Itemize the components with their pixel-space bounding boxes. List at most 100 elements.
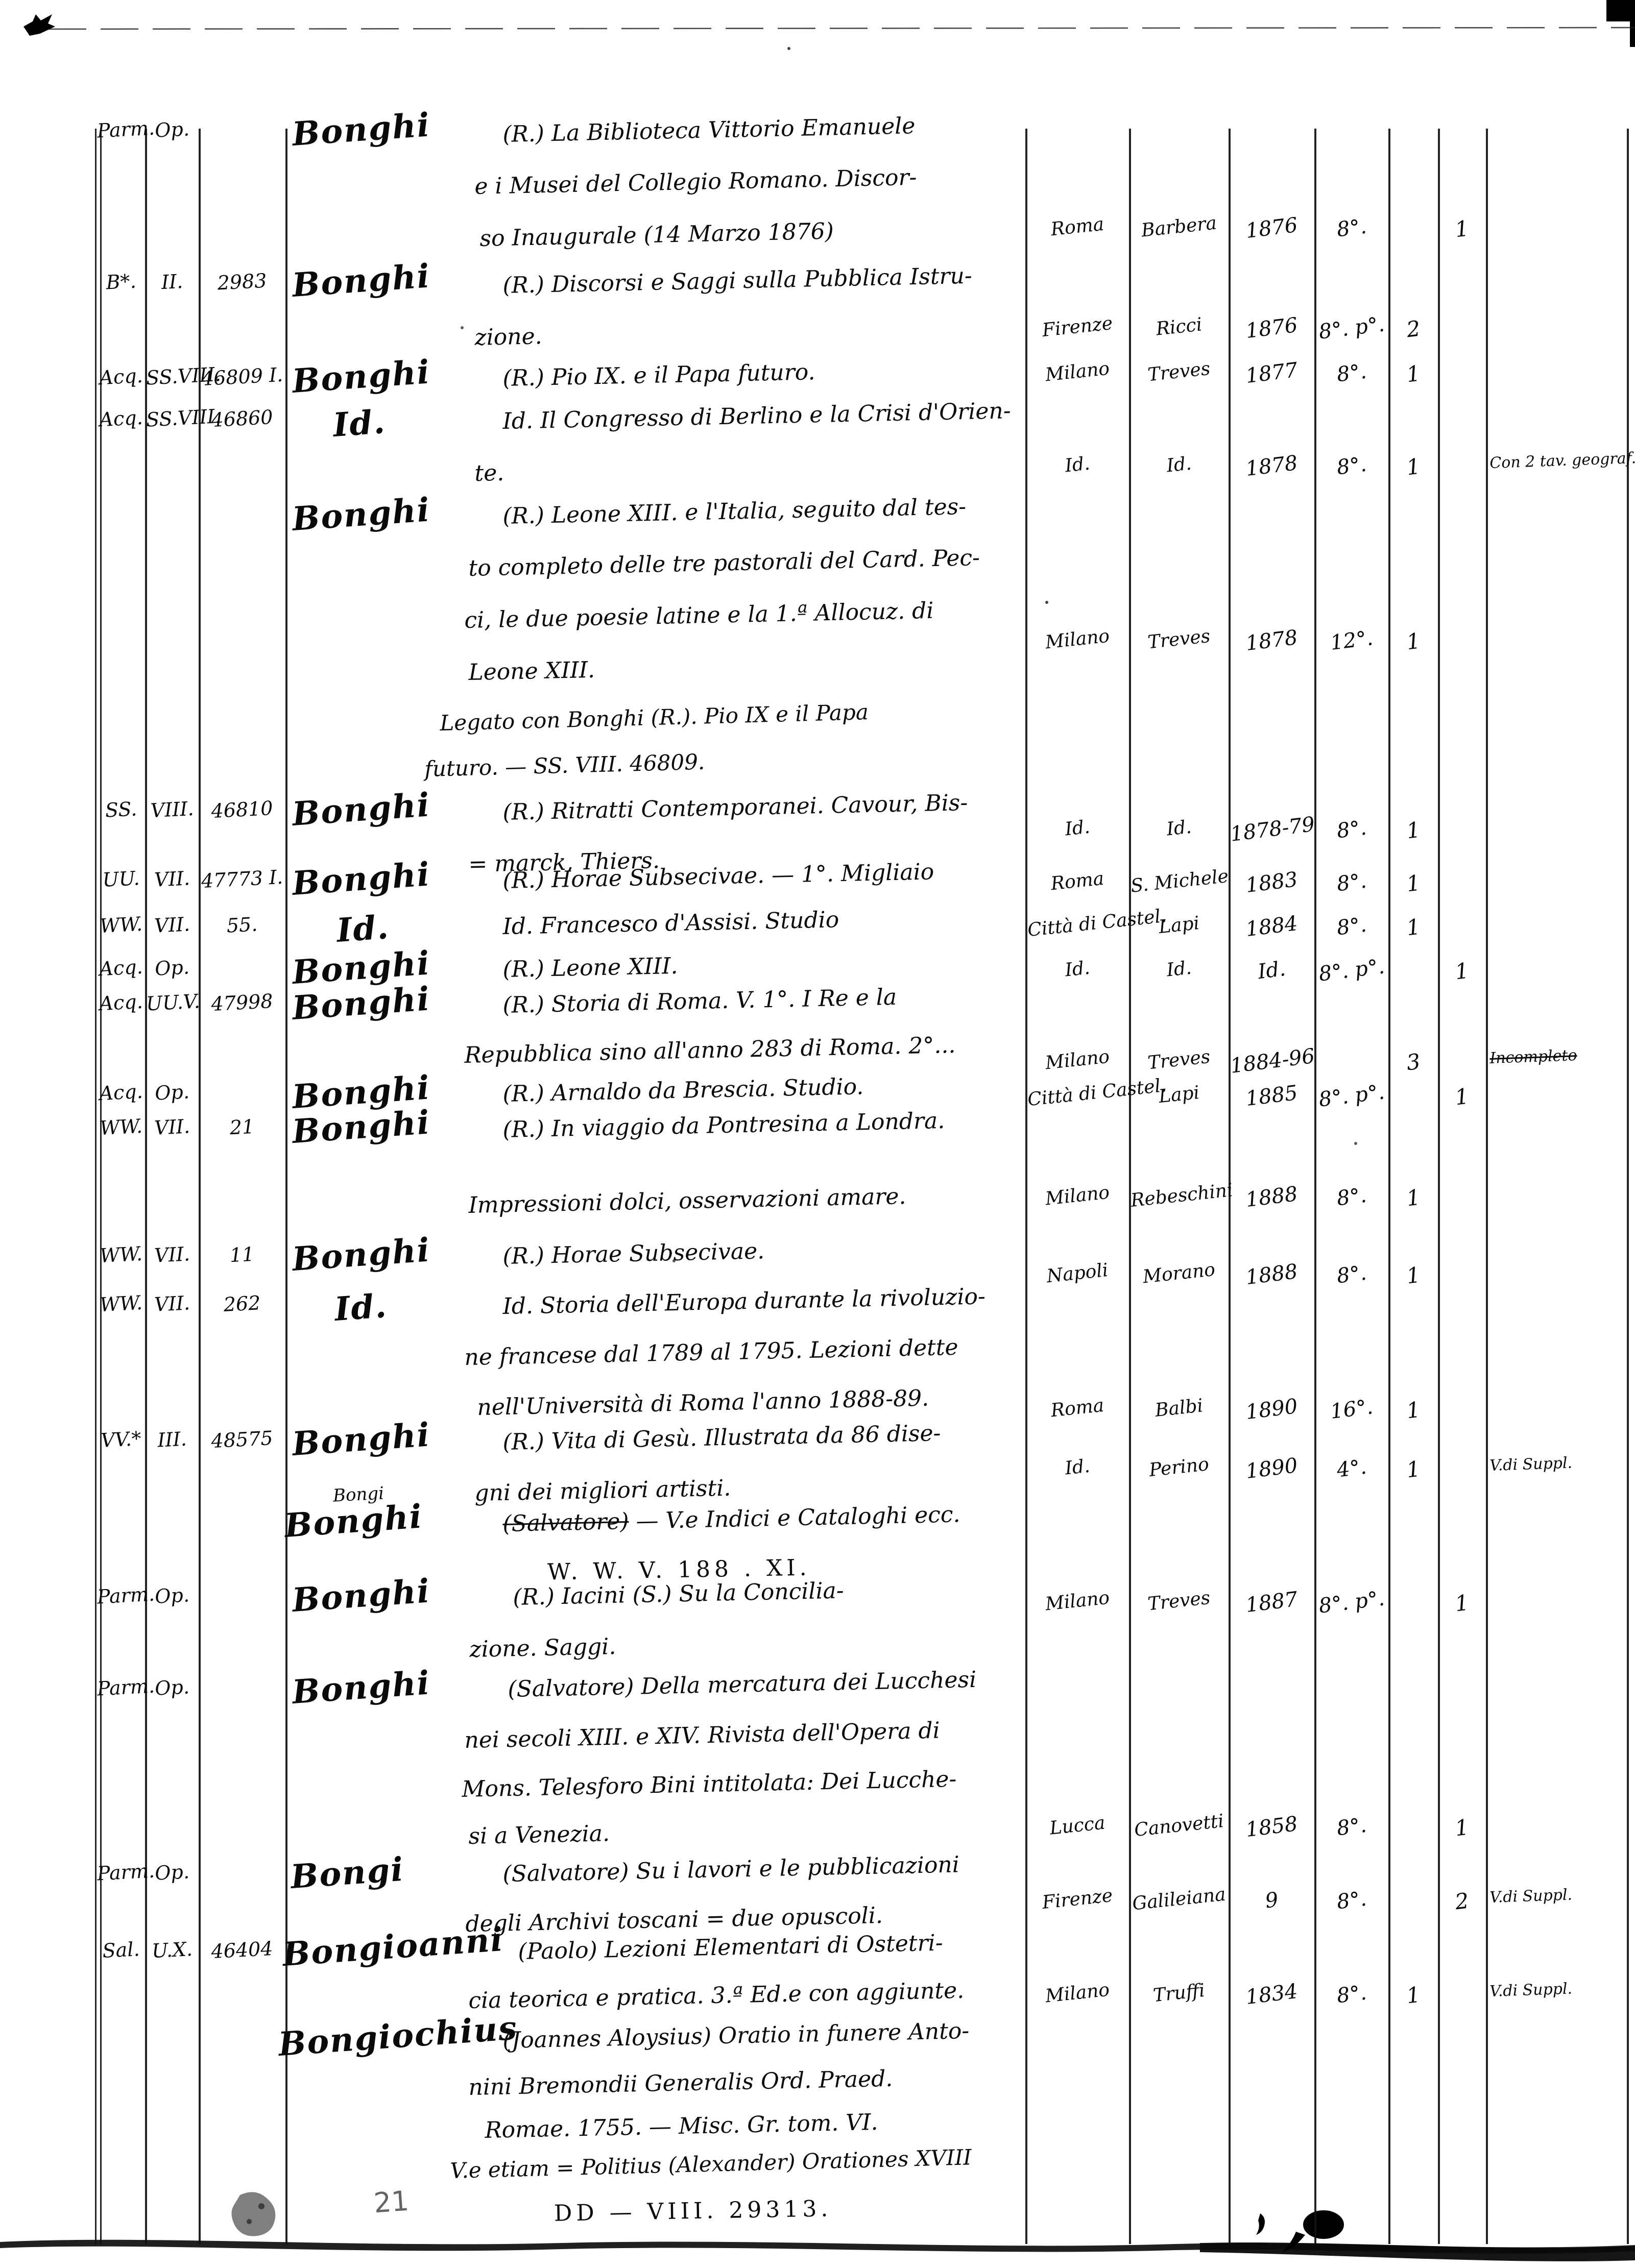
entry-17-shelf-series: Parm. xyxy=(96,1582,155,1608)
entry-20-author: Bongioanni xyxy=(281,1920,505,1974)
entry-6-shelf-section: VIII. xyxy=(150,797,195,822)
entry-16-title-line-1: (Salvatore) — V.e Indici e Cataloghi ecc… xyxy=(502,1501,960,1537)
entry-10-title-line-2: Repubblica sino all'anno 283 di Roma. 2°… xyxy=(464,1032,956,1068)
entry-7-format: 8°. xyxy=(1335,869,1368,896)
entry-12-format: 8°. xyxy=(1335,1183,1368,1211)
entry-17-opuscoli: 1 xyxy=(1453,1590,1471,1617)
entry-7-shelf-number: 47773 I. xyxy=(200,865,284,893)
column-rule xyxy=(1314,129,1316,2244)
entry-4-shelf-series: Acq. xyxy=(99,406,143,431)
entry-18-title-line-3: Mons. Telesforo Bini intitolata: Dei Luc… xyxy=(461,1766,957,1802)
entry-10-year: 1884-96 xyxy=(1229,1044,1316,1078)
entry-10-volumes: 3 xyxy=(1405,1048,1422,1076)
entry-11-shelf-section: Op. xyxy=(154,1080,190,1105)
column-rule xyxy=(1129,129,1131,2244)
entry-4-note: Con 2 tav. geograf. xyxy=(1489,449,1635,472)
entry-2-volumes: 2 xyxy=(1405,315,1422,343)
entry-4-format: 8°. xyxy=(1335,452,1368,480)
entry-5-title-line-2: to completo delle tre pastorali del Card… xyxy=(468,545,980,581)
entry-4-year: 1878 xyxy=(1244,451,1299,481)
entry-3-shelf-series: Acq. xyxy=(99,364,143,389)
entry-20-shelf-number: 46404 xyxy=(210,1937,274,1963)
entry-5-volumes: 1 xyxy=(1405,628,1422,655)
entry-21-reference-line: DD — VIII. 29313. xyxy=(554,2196,832,2227)
entry-14-format: 16°. xyxy=(1329,1395,1375,1424)
entry-10-shelf-section: UU.V. xyxy=(145,990,201,1015)
entry-1-opuscoli: 1 xyxy=(1453,215,1471,242)
entry-14-publisher: Balbi xyxy=(1154,1395,1204,1421)
entry-1-shelf-series: Parm. xyxy=(96,116,155,142)
entry-13-title-line-1: (R.) Horae Subsecivae. xyxy=(502,1238,765,1270)
entry-14-shelf-series: WW. xyxy=(99,1291,143,1316)
entry-18-publisher: Canovetti xyxy=(1133,1810,1225,1841)
entry-6-place: Id. xyxy=(1064,816,1091,840)
entry-1-title-line-1: (R.) La Biblioteca Vittorio Emanuele xyxy=(502,113,916,148)
entry-2-publisher: Ricci xyxy=(1155,314,1204,340)
smudge-dot xyxy=(247,2219,252,2224)
top-left-ink-mark xyxy=(23,14,55,36)
entry-19-year: 9 xyxy=(1264,1888,1280,1913)
entry-14-place: Roma xyxy=(1049,1395,1105,1422)
entry-17-publisher: Treves xyxy=(1146,1587,1212,1615)
entry-14-author: Id. xyxy=(333,1287,389,1329)
entry-5-place: Milano xyxy=(1044,625,1111,653)
entry-11-opuscoli: 1 xyxy=(1453,1083,1471,1110)
entry-15-year: 1890 xyxy=(1244,1453,1299,1484)
scan-corner-tail xyxy=(1630,21,1635,47)
entry-8-shelf-number: 55. xyxy=(226,913,258,937)
entry-15-shelf-section: III. xyxy=(157,1427,187,1452)
column-rule xyxy=(145,129,147,2244)
entry-15-shelf-series: VV.* xyxy=(100,1427,142,1452)
column-rule xyxy=(1388,129,1390,2244)
entry-14-shelf-number: 262 xyxy=(223,1291,261,1316)
entry-13-shelf-number: 11 xyxy=(229,1242,255,1267)
top-hairline xyxy=(48,27,1635,30)
entry-1-format: 8°. xyxy=(1335,214,1368,242)
entry-20-title-line-2: cia teorica e pratica. 3.ª Ed.e con aggi… xyxy=(468,1977,965,2014)
ink-speck xyxy=(1045,601,1048,604)
entry-4-place: Id. xyxy=(1064,453,1091,477)
entry-2-format: 8°. p°. xyxy=(1317,312,1386,344)
entry-11-title-line-1: (R.) Arnaldo da Brescia. Studio. xyxy=(502,1074,864,1107)
entry-1-author: Bonghi xyxy=(291,106,432,154)
entry-17-place: Milano xyxy=(1044,1587,1111,1615)
entry-19-publisher: Galileiana xyxy=(1131,1884,1227,1915)
entry-7-volumes: 1 xyxy=(1405,870,1422,897)
entry-5-title-line-1: (R.) Leone XIII. e l'Italia, seguito dal… xyxy=(502,493,967,529)
entry-17-shelf-section: Op. xyxy=(154,1583,190,1608)
column-rule xyxy=(285,129,287,2244)
entry-10-title-line-1: (R.) Storia di Roma. V. 1°. I Re e la xyxy=(502,984,897,1018)
entry-19-opuscoli: 2 xyxy=(1453,1888,1471,1915)
entry-18-year: 1858 xyxy=(1244,1812,1299,1842)
entry-10-shelf-series: Acq. xyxy=(99,990,143,1015)
entry-1-title-line-2: e i Musei del Collegio Romano. Discor- xyxy=(474,164,917,200)
entry-2-author: Bonghi xyxy=(291,257,432,305)
entry-15-place: Id. xyxy=(1064,1455,1091,1479)
entry-1-title-line-3: so Inaugurale (14 Marzo 1876) xyxy=(479,218,834,252)
entry-13-year: 1888 xyxy=(1244,1259,1299,1290)
entry-15-author: Bonghi xyxy=(291,1416,432,1464)
entry-8-year: 1884 xyxy=(1244,911,1299,942)
entry-5-title-line-4: Leone XIII. xyxy=(468,656,595,686)
entry-8-volumes: 1 xyxy=(1405,914,1422,941)
entry-10-note: Incompleto xyxy=(1489,1046,1578,1067)
entry-15-volumes: 1 xyxy=(1405,1456,1422,1483)
entry-15-title-line-2: gni dei migliori artisti. xyxy=(474,1475,731,1506)
entry-21-title-line-3: Romae. 1755. — Misc. Gr. tom. VI. xyxy=(484,2109,879,2143)
entry-12-shelf-number: 21 xyxy=(229,1115,255,1139)
entry-5-annotation-line-2: futuro. — SS. VIII. 46809. xyxy=(424,749,705,782)
entry-3-year: 1877 xyxy=(1244,358,1299,388)
entry-11-year: 1885 xyxy=(1244,1081,1299,1111)
entry-19-place: Firenze xyxy=(1041,1885,1114,1914)
entry-3-shelf-section: SS.VIII. xyxy=(145,363,222,389)
entry-12-shelf-series: WW. xyxy=(99,1114,143,1140)
entry-4-title-line-2: te. xyxy=(474,459,504,486)
entry-17-format: 8°. p°. xyxy=(1317,1587,1386,1618)
entry-15-shelf-number: 48575 xyxy=(210,1426,274,1453)
scan-bottom-edge-thick xyxy=(1200,2242,1635,2261)
entry-2-shelf-number: 2983 xyxy=(217,269,268,295)
column-rule xyxy=(100,129,102,2244)
entry-7-shelf-series: UU. xyxy=(102,867,140,891)
entry-21-author: Bongiochius xyxy=(277,2009,519,2064)
pencil-page-number: 21 xyxy=(372,2184,410,2220)
